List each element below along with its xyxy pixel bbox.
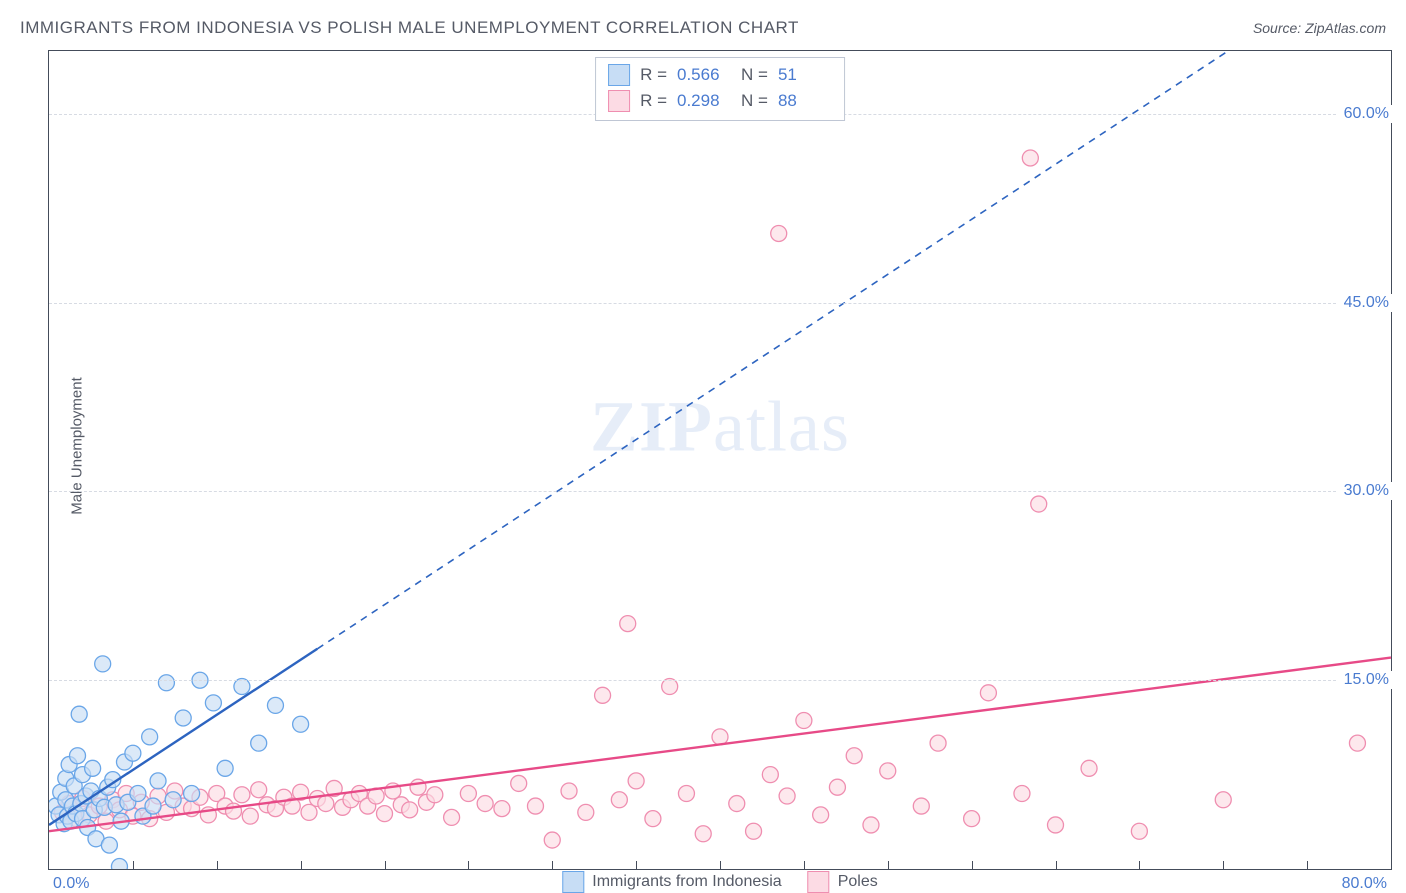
legend-item-poles: Poles [808, 871, 878, 893]
r-label: R = [640, 65, 667, 85]
scatter-plot [49, 51, 1391, 869]
x-tick-min: 0.0% [53, 875, 89, 893]
n-label: N = [741, 65, 768, 85]
legend-label-indonesia: Immigrants from Indonesia [592, 873, 781, 891]
chart-title: IMMIGRANTS FROM INDONESIA VS POLISH MALE… [20, 18, 799, 38]
source-credit: Source: ZipAtlas.com [1253, 20, 1386, 36]
y-tick: 15.0% [1336, 671, 1393, 689]
x-tick-max: 80.0% [1342, 875, 1387, 893]
legend-item-indonesia: Immigrants from Indonesia [562, 871, 781, 893]
r-label: R = [640, 91, 667, 111]
source-label: Source: [1253, 20, 1301, 36]
y-tick: 45.0% [1336, 294, 1393, 312]
source-value: ZipAtlas.com [1305, 20, 1386, 36]
n-value-poles: 88 [778, 91, 832, 111]
y-tick: 30.0% [1336, 482, 1393, 500]
n-label: N = [741, 91, 768, 111]
stats-legend: R = 0.566 N = 51 R = 0.298 N = 88 [595, 57, 845, 121]
swatch-poles-icon [808, 871, 830, 893]
swatch-indonesia [608, 64, 630, 86]
swatch-indonesia-icon [562, 871, 584, 893]
chart-header: IMMIGRANTS FROM INDONESIA VS POLISH MALE… [20, 18, 1386, 38]
chart-area: ZIPatlas R = 0.566 N = 51 R = 0.298 N = … [48, 50, 1392, 870]
r-value-indonesia: 0.566 [677, 65, 731, 85]
series-legend: Immigrants from Indonesia Poles [554, 871, 885, 893]
legend-row-indonesia: R = 0.566 N = 51 [608, 62, 832, 88]
legend-label-poles: Poles [838, 873, 878, 891]
n-value-indonesia: 51 [778, 65, 832, 85]
legend-row-poles: R = 0.298 N = 88 [608, 88, 832, 114]
r-value-poles: 0.298 [677, 91, 731, 111]
y-tick: 60.0% [1336, 105, 1393, 123]
swatch-poles [608, 90, 630, 112]
